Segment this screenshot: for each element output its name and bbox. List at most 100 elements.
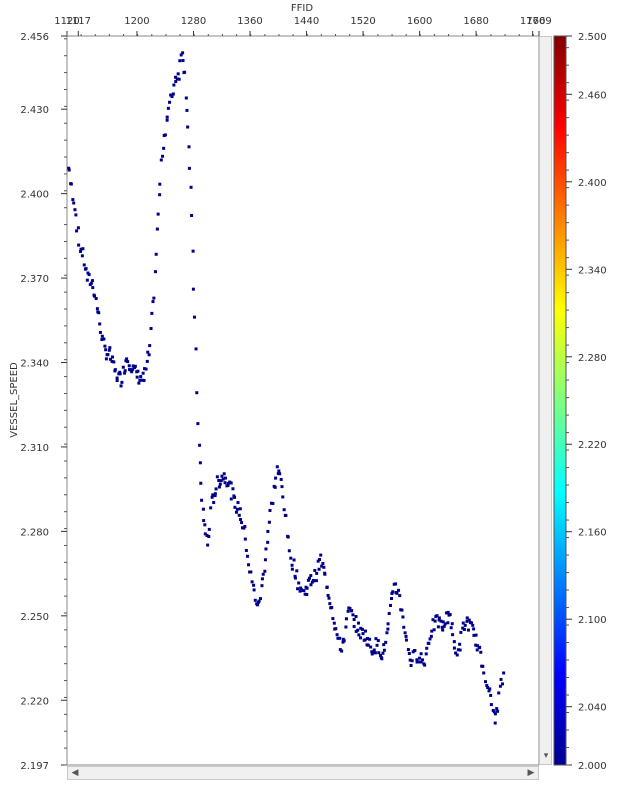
data-point xyxy=(221,477,225,481)
colorbar-tick-label: 2.280 xyxy=(578,353,607,364)
data-point xyxy=(229,481,233,485)
data-point xyxy=(81,247,85,251)
x-axis-title: FFID xyxy=(291,3,313,14)
data-point xyxy=(187,166,191,170)
data-point xyxy=(172,83,176,87)
data-point xyxy=(439,619,443,623)
data-point xyxy=(75,229,79,233)
data-point xyxy=(307,576,311,580)
scroll-down-arrow-icon[interactable]: ▾ xyxy=(543,751,549,761)
data-point xyxy=(91,286,95,290)
data-point xyxy=(440,625,444,629)
data-point xyxy=(168,100,172,104)
data-point xyxy=(169,93,173,97)
data-point xyxy=(203,523,207,527)
data-point xyxy=(471,623,475,627)
data-point xyxy=(98,322,102,326)
data-point xyxy=(73,208,77,212)
data-point xyxy=(385,631,389,635)
data-point xyxy=(323,572,327,576)
scroll-right-arrow-icon[interactable]: ▶ xyxy=(527,768,535,778)
data-point xyxy=(104,357,108,361)
data-point xyxy=(229,497,233,501)
data-point xyxy=(382,648,386,652)
data-point xyxy=(325,585,329,589)
data-point xyxy=(314,579,318,583)
data-point xyxy=(365,637,369,641)
data-point xyxy=(290,567,294,571)
data-point xyxy=(85,278,89,282)
data-point xyxy=(284,514,288,518)
data-point xyxy=(282,508,286,512)
data-point xyxy=(107,348,111,352)
data-point xyxy=(413,649,417,653)
x-tick-label: 1360 xyxy=(237,16,262,27)
data-point xyxy=(218,482,222,486)
vertical-scrollbar[interactable]: ▾ xyxy=(539,36,552,765)
data-point xyxy=(79,247,83,251)
data-point xyxy=(321,562,325,566)
data-point xyxy=(381,651,385,655)
data-point xyxy=(493,712,497,716)
data-point xyxy=(356,628,360,632)
data-point xyxy=(131,364,135,368)
data-point xyxy=(351,613,355,617)
data-point xyxy=(198,461,202,465)
data-point xyxy=(502,671,506,675)
scroll-left-arrow-icon[interactable]: ◀ xyxy=(71,768,79,778)
data-point xyxy=(433,619,437,623)
data-point xyxy=(236,501,240,505)
data-point xyxy=(410,659,414,663)
data-point xyxy=(315,571,319,575)
data-point xyxy=(279,477,283,481)
data-point xyxy=(295,569,299,573)
data-point xyxy=(372,648,376,652)
data-point xyxy=(195,391,199,395)
data-point xyxy=(357,621,361,625)
data-point xyxy=(215,475,219,479)
y-tick-label: 2.400 xyxy=(20,190,49,201)
data-point xyxy=(387,612,391,616)
y-tick-label: 2.250 xyxy=(20,612,49,623)
data-point xyxy=(74,213,78,217)
data-point xyxy=(233,505,237,509)
colorbar-tick-label: 2.500 xyxy=(578,32,607,43)
data-point xyxy=(403,631,407,635)
data-point xyxy=(136,369,140,373)
data-point xyxy=(106,353,110,357)
data-point xyxy=(126,360,130,364)
data-point xyxy=(450,622,454,626)
data-point xyxy=(158,193,162,197)
data-point xyxy=(346,609,350,613)
data-point xyxy=(289,556,293,560)
data-point xyxy=(350,609,354,613)
data-point xyxy=(176,72,180,76)
data-point xyxy=(446,610,450,614)
data-point xyxy=(341,637,345,641)
data-point xyxy=(280,485,284,489)
x-tick-label: 1120 xyxy=(54,16,79,27)
data-point xyxy=(110,359,114,363)
data-point xyxy=(72,201,76,205)
data-point xyxy=(261,572,265,576)
y-tick-label: 2.310 xyxy=(20,443,49,454)
data-point xyxy=(207,527,211,531)
y-tick-label: 2.370 xyxy=(20,274,49,285)
data-point xyxy=(369,645,373,649)
horizontal-scrollbar[interactable]: ◀ ▶ xyxy=(67,766,539,780)
data-point xyxy=(244,548,248,552)
data-point xyxy=(312,579,316,583)
data-point xyxy=(377,651,381,655)
data-point xyxy=(219,479,223,483)
data-point xyxy=(137,381,141,385)
data-point xyxy=(458,648,462,652)
data-point xyxy=(437,618,441,622)
data-point xyxy=(395,591,399,595)
data-point xyxy=(94,297,98,301)
data-point xyxy=(449,626,453,630)
data-point xyxy=(214,487,218,491)
plot-area[interactable] xyxy=(66,35,540,766)
data-point xyxy=(161,154,165,158)
data-point xyxy=(253,598,257,602)
data-point xyxy=(429,634,433,638)
